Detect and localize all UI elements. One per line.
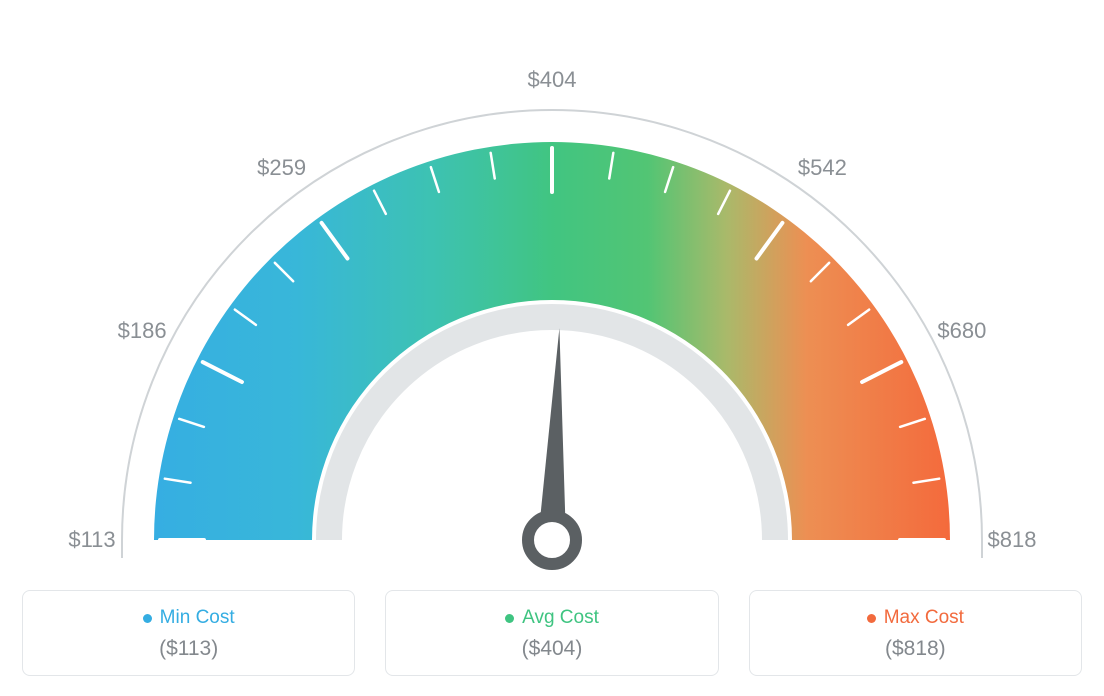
gauge-tick-label: $542 (798, 155, 847, 181)
gauge-needle (538, 328, 566, 540)
legend-label-max: Max Cost (884, 607, 964, 629)
legend-card-avg: Avg Cost ($404) (385, 590, 718, 676)
gauge-svg (22, 20, 1082, 580)
legend-value-min: ($113) (35, 637, 342, 661)
legend-value-max: ($818) (762, 637, 1069, 661)
legend-label-min: Min Cost (160, 607, 235, 629)
legend-label-avg: Avg Cost (522, 607, 599, 629)
gauge-tick-label: $818 (988, 527, 1037, 553)
legend-row: Min Cost ($113) Avg Cost ($404) Max Cost… (22, 590, 1082, 676)
legend-dot-max (867, 614, 876, 623)
legend-value-avg: ($404) (398, 637, 705, 661)
gauge-tick-label: $113 (68, 527, 115, 553)
legend-title-min: Min Cost (143, 607, 235, 629)
legend-title-avg: Avg Cost (505, 607, 599, 629)
legend-dot-min (143, 614, 152, 623)
gauge-tick-label: $259 (257, 155, 306, 181)
gauge-tick-label: $186 (118, 318, 167, 344)
gauge-tick-label: $404 (528, 67, 577, 93)
gauge-needle-hub (528, 516, 576, 564)
gauge-tick-label: $680 (937, 318, 986, 344)
legend-title-max: Max Cost (867, 607, 964, 629)
legend-card-min: Min Cost ($113) (22, 590, 355, 676)
legend-card-max: Max Cost ($818) (749, 590, 1082, 676)
legend-dot-avg (505, 614, 514, 623)
cost-gauge: $113 $186 $259 $404 $542 $680 $818 (22, 20, 1082, 580)
